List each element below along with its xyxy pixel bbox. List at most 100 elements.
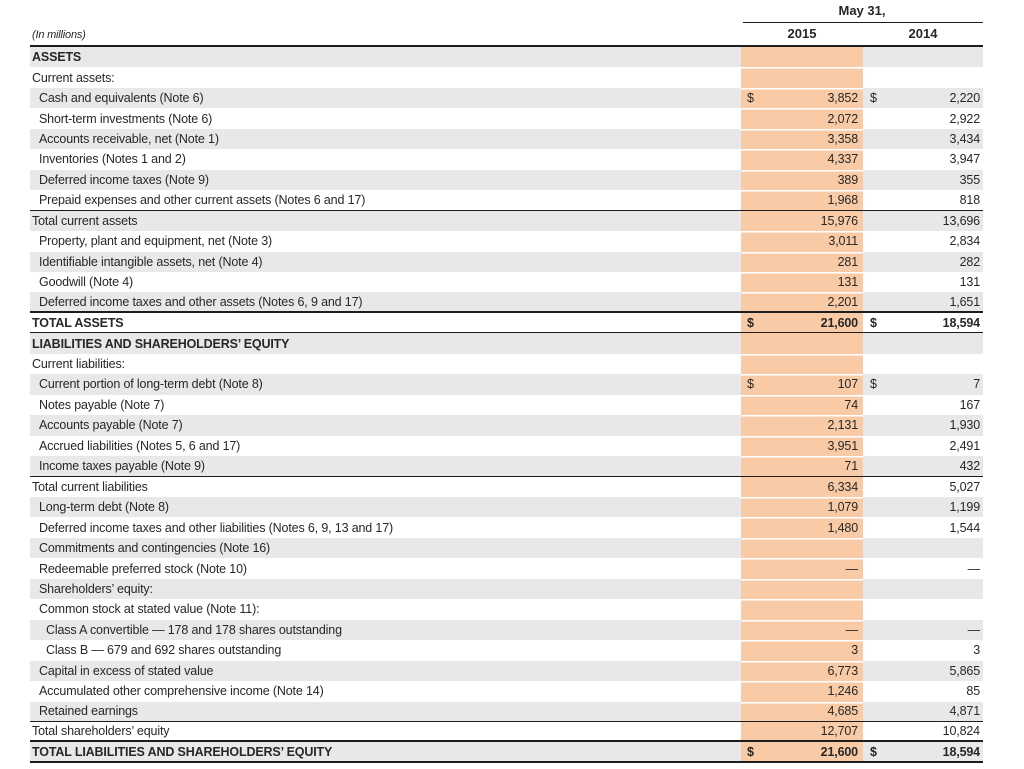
cell-2014: 131 xyxy=(863,272,983,292)
cell-2014: 1,199 xyxy=(863,497,983,517)
units-label: (In millions) xyxy=(32,29,86,41)
value-2014: 1,930 xyxy=(949,418,980,433)
cell-2015: 389 xyxy=(741,169,863,191)
value-2014: 818 xyxy=(959,192,981,207)
cell-2014: 167 xyxy=(863,395,983,415)
cell-2014: $ 18,594 xyxy=(863,313,983,332)
cell-2014: 1,930 xyxy=(863,415,983,435)
date-header: May 31, xyxy=(838,3,886,18)
value-2015: 71 xyxy=(844,458,858,473)
value-2014: 10,824 xyxy=(942,724,980,739)
table-row: ASSETS xyxy=(30,47,983,68)
cell-2015: $ 107 xyxy=(741,374,863,395)
value-2014: 2,220 xyxy=(949,91,980,106)
cell-2014: 818 xyxy=(863,190,983,209)
dollar-sign-2015: $ xyxy=(747,744,754,759)
value-2015: 21,600 xyxy=(820,744,858,759)
row-label: Cash and equivalents (Note 6) xyxy=(39,91,204,106)
row-label: ASSETS xyxy=(32,50,82,65)
cell-2014: 5,865 xyxy=(863,661,983,681)
cell-2015: 6,773 xyxy=(741,660,863,682)
row-label: Short-term investments (Note 6) xyxy=(39,111,213,126)
value-2014: 13,696 xyxy=(942,213,980,228)
row-label: Deferred income taxes (Note 9) xyxy=(39,172,209,187)
cell-2015: 3,011 xyxy=(741,231,863,252)
row-label: Property, plant and equipment, net (Note… xyxy=(39,234,273,249)
value-2015: 389 xyxy=(837,172,859,187)
table-row: Income taxes payable (Note 9) 71 432 xyxy=(30,456,983,477)
dollar-sign-2015: $ xyxy=(747,315,754,330)
table-row: Shareholders’ equity: xyxy=(30,578,983,600)
value-2015: 131 xyxy=(837,275,859,290)
cell-2015 xyxy=(741,67,863,88)
row-label: Common stock at stated value (Note 11): xyxy=(39,602,260,617)
table-row: Identifiable intangible assets, net (Not… xyxy=(30,251,983,272)
value-2014: 5,027 xyxy=(949,479,980,494)
dollar-sign-2015: $ xyxy=(747,91,754,106)
table-row: Class B — 679 and 692 shares outstanding… xyxy=(30,640,983,661)
cell-2015: $ 21,600 xyxy=(741,312,863,333)
table-row: Current assets: xyxy=(30,67,983,88)
cell-2015: 3 xyxy=(741,640,863,661)
row-label: Accumulated other comprehensive income (… xyxy=(39,684,324,699)
row-label: Inventories (Notes 1 and 2) xyxy=(39,152,186,167)
value-2014: — xyxy=(967,622,981,637)
row-label: Commitments and contingencies (Note 16) xyxy=(39,541,271,556)
table-row: Class A convertible — 178 and 178 shares… xyxy=(30,619,983,641)
table-header: (In millions) May 31, 2015 2014 xyxy=(30,0,983,47)
table-row: LIABILITIES AND SHAREHOLDERS’ EQUITY xyxy=(30,333,983,354)
cell-2014: 2,834 xyxy=(863,231,983,251)
value-2014: 2,491 xyxy=(949,438,980,453)
cell-2015: $ 3,852 xyxy=(741,87,863,109)
cell-2014: 3 xyxy=(863,640,983,660)
cell-2015: $ 21,600 xyxy=(741,742,863,761)
cell-2015 xyxy=(741,578,863,600)
value-2014: 1,199 xyxy=(949,500,980,515)
row-label: Class B — 679 and 692 shares outstanding xyxy=(46,643,282,658)
value-2015: 4,337 xyxy=(827,152,858,167)
row-label: Deferred income taxes and other liabilit… xyxy=(39,520,394,535)
cell-2014: 5,027 xyxy=(863,477,983,497)
table-row: Property, plant and equipment, net (Note… xyxy=(30,231,983,252)
table-row: Long-term debt (Note 8) 1,079 1,199 xyxy=(30,496,983,518)
cell-2015: 2,131 xyxy=(741,415,863,436)
value-2015: 1,480 xyxy=(827,520,858,535)
dollar-sign-2015: $ xyxy=(747,377,754,392)
cell-2014: 432 xyxy=(863,456,983,475)
value-2015: 1,968 xyxy=(827,192,858,207)
table-row: Inventories (Notes 1 and 2) 4,337 3,947 xyxy=(30,149,983,170)
table-row: Retained earnings 4,685 4,871 xyxy=(30,701,983,722)
value-2015: 1,246 xyxy=(827,684,858,699)
row-label: Current assets: xyxy=(32,70,115,85)
cell-2015 xyxy=(741,353,863,375)
row-label: Current portion of long-term debt (Note … xyxy=(39,377,263,392)
row-label: Identifiable intangible assets, net (Not… xyxy=(39,254,263,269)
value-2014: 85 xyxy=(966,684,980,699)
value-2015: 3 xyxy=(851,643,858,658)
value-2014: — xyxy=(967,561,981,576)
table-row: Deferred income taxes (Note 9) 389 355 xyxy=(30,169,983,191)
value-2014: 282 xyxy=(959,254,981,269)
cell-2015 xyxy=(741,47,863,68)
row-label: Total current liabilities xyxy=(32,479,148,494)
column-header-2015: 2015 xyxy=(787,26,817,41)
cell-2014: 282 xyxy=(863,252,983,272)
table-row: Accrued liabilities (Notes 5, 6 and 17) … xyxy=(30,435,983,457)
value-2015: 2,072 xyxy=(827,111,858,126)
row-label: LIABILITIES AND SHAREHOLDERS’ EQUITY xyxy=(32,336,290,351)
value-2014: 5,865 xyxy=(949,663,980,678)
value-2015: 2,131 xyxy=(827,418,858,433)
cell-2015: 1,480 xyxy=(741,517,863,538)
table-row: Accounts receivable, net (Note 1) 3,358 … xyxy=(30,128,983,150)
table-row: Common stock at stated value (Note 11): xyxy=(30,599,983,620)
row-label: Goodwill (Note 4) xyxy=(39,275,134,290)
cell-2014: 355 xyxy=(863,170,983,190)
cell-2014 xyxy=(863,599,983,619)
row-label: Deferred income taxes and other assets (… xyxy=(39,294,363,309)
cell-2014: $ 7 xyxy=(863,374,983,394)
cell-2014: 13,696 xyxy=(863,211,983,231)
dollar-sign-2014: $ xyxy=(870,377,877,392)
column-header-2014: 2014 xyxy=(908,26,938,41)
cell-2014 xyxy=(863,67,983,87)
cell-2015: 3,951 xyxy=(741,435,863,457)
